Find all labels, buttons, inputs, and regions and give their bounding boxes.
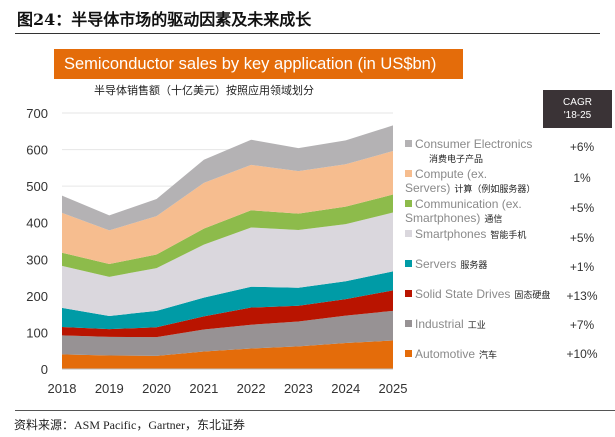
y-tick-label: 400 bbox=[26, 216, 48, 231]
area-consumer-electronics bbox=[62, 125, 393, 231]
legend-label: Consumer Electronics bbox=[415, 137, 533, 151]
x-tick-label: 2025 bbox=[379, 381, 408, 396]
legend-label-zh: 消费电子产品 bbox=[429, 155, 484, 165]
cagr-value: +5% bbox=[569, 231, 595, 245]
title-divider bbox=[15, 33, 600, 34]
x-tick-label: 2022 bbox=[237, 381, 266, 396]
y-tick-label: 600 bbox=[26, 143, 48, 158]
legend-item: Industrial 工业 bbox=[405, 317, 486, 333]
area-servers bbox=[62, 271, 393, 330]
legend-label-zh: 汽车 bbox=[479, 351, 498, 361]
chart-title: Semiconductor sales by key application (… bbox=[54, 49, 463, 79]
legend-label-zh: 通信 bbox=[484, 215, 503, 225]
source-divider bbox=[15, 410, 615, 411]
chart-subtitle: 半导体销售额（十亿美元）按照应用领域划分 bbox=[94, 84, 314, 97]
legend-label-zh: 计算（例如服务器） bbox=[454, 185, 536, 195]
legend-label: Industrial bbox=[415, 317, 464, 331]
cagr-value: +7% bbox=[569, 318, 595, 332]
legend-item: Smartphones 智能手机 bbox=[405, 227, 526, 243]
legend-item: Communication (ex. Smartphones) 通信 bbox=[405, 197, 522, 227]
y-tick-label: 200 bbox=[26, 289, 48, 304]
cagr-value: +6% bbox=[569, 140, 595, 154]
cagr-header-line1: CAGR bbox=[563, 97, 592, 108]
legend-swatch bbox=[405, 140, 412, 147]
cagr-value: +10% bbox=[566, 347, 598, 361]
x-tick-label: 2020 bbox=[142, 381, 171, 396]
legend-item: Consumer Electronics 消费电子产品 bbox=[405, 137, 532, 167]
x-tick-label: 2019 bbox=[95, 381, 124, 396]
y-tick-label: 100 bbox=[26, 325, 48, 340]
area-automotive bbox=[62, 340, 393, 369]
cagr-value: +13% bbox=[566, 289, 598, 303]
cagr-value: +1% bbox=[569, 260, 595, 274]
legend-label-zh: 工业 bbox=[467, 321, 486, 331]
cagr-value: +5% bbox=[569, 201, 595, 215]
y-tick-label: 300 bbox=[26, 252, 48, 267]
legend-label-zh: 服务器 bbox=[460, 261, 488, 271]
legend-label: Servers bbox=[415, 257, 457, 271]
cagr-header-line2: '18-25 bbox=[563, 110, 592, 121]
legend-swatch bbox=[405, 230, 412, 237]
legend-swatch bbox=[405, 290, 412, 297]
y-tick-label: 700 bbox=[26, 106, 48, 121]
x-tick-label: 2024 bbox=[331, 381, 360, 396]
figure-title: 图24：半导体市场的驱动因素及未来成长 bbox=[17, 10, 312, 29]
legend-swatch bbox=[405, 200, 412, 207]
area-solid-state-drives bbox=[62, 290, 393, 338]
legend-label: Compute (ex. Servers) bbox=[405, 167, 488, 195]
legend-swatch bbox=[405, 320, 412, 327]
area-compute-ex-servers- bbox=[62, 151, 393, 265]
x-tick-label: 2021 bbox=[189, 381, 218, 396]
cagr-value: 1% bbox=[573, 171, 591, 185]
cagr-header: CAGR '18-25 bbox=[543, 90, 612, 128]
legend-item: Solid State Drives 固态硬盘 bbox=[405, 287, 550, 303]
y-tick-label: 500 bbox=[26, 179, 48, 194]
legend-swatch bbox=[405, 260, 412, 267]
legend-swatch bbox=[405, 170, 412, 177]
x-tick-label: 2018 bbox=[48, 381, 77, 396]
legend-label-zh: 智能手机 bbox=[490, 231, 527, 241]
legend-label: Communication (ex. Smartphones) bbox=[405, 197, 522, 225]
legend-label: Automotive bbox=[415, 347, 476, 361]
legend-item: Automotive 汽车 bbox=[405, 347, 497, 363]
legend-item: Compute (ex. Servers) 计算（例如服务器） bbox=[405, 167, 535, 197]
legend-item: Servers 服务器 bbox=[405, 257, 487, 273]
area-industrial bbox=[62, 310, 393, 356]
legend-swatch bbox=[405, 350, 412, 357]
legend-label: Solid State Drives bbox=[415, 287, 511, 301]
area-communication-ex-smartphones- bbox=[62, 194, 393, 277]
y-tick-label: 0 bbox=[41, 362, 48, 377]
x-tick-label: 2023 bbox=[284, 381, 313, 396]
legend-label: Smartphones bbox=[415, 227, 487, 241]
source-note: 资料来源：ASM Pacific，Gartner，东北证券 bbox=[14, 418, 245, 432]
area-smartphones bbox=[62, 212, 393, 316]
legend-label-zh: 固态硬盘 bbox=[514, 291, 551, 301]
